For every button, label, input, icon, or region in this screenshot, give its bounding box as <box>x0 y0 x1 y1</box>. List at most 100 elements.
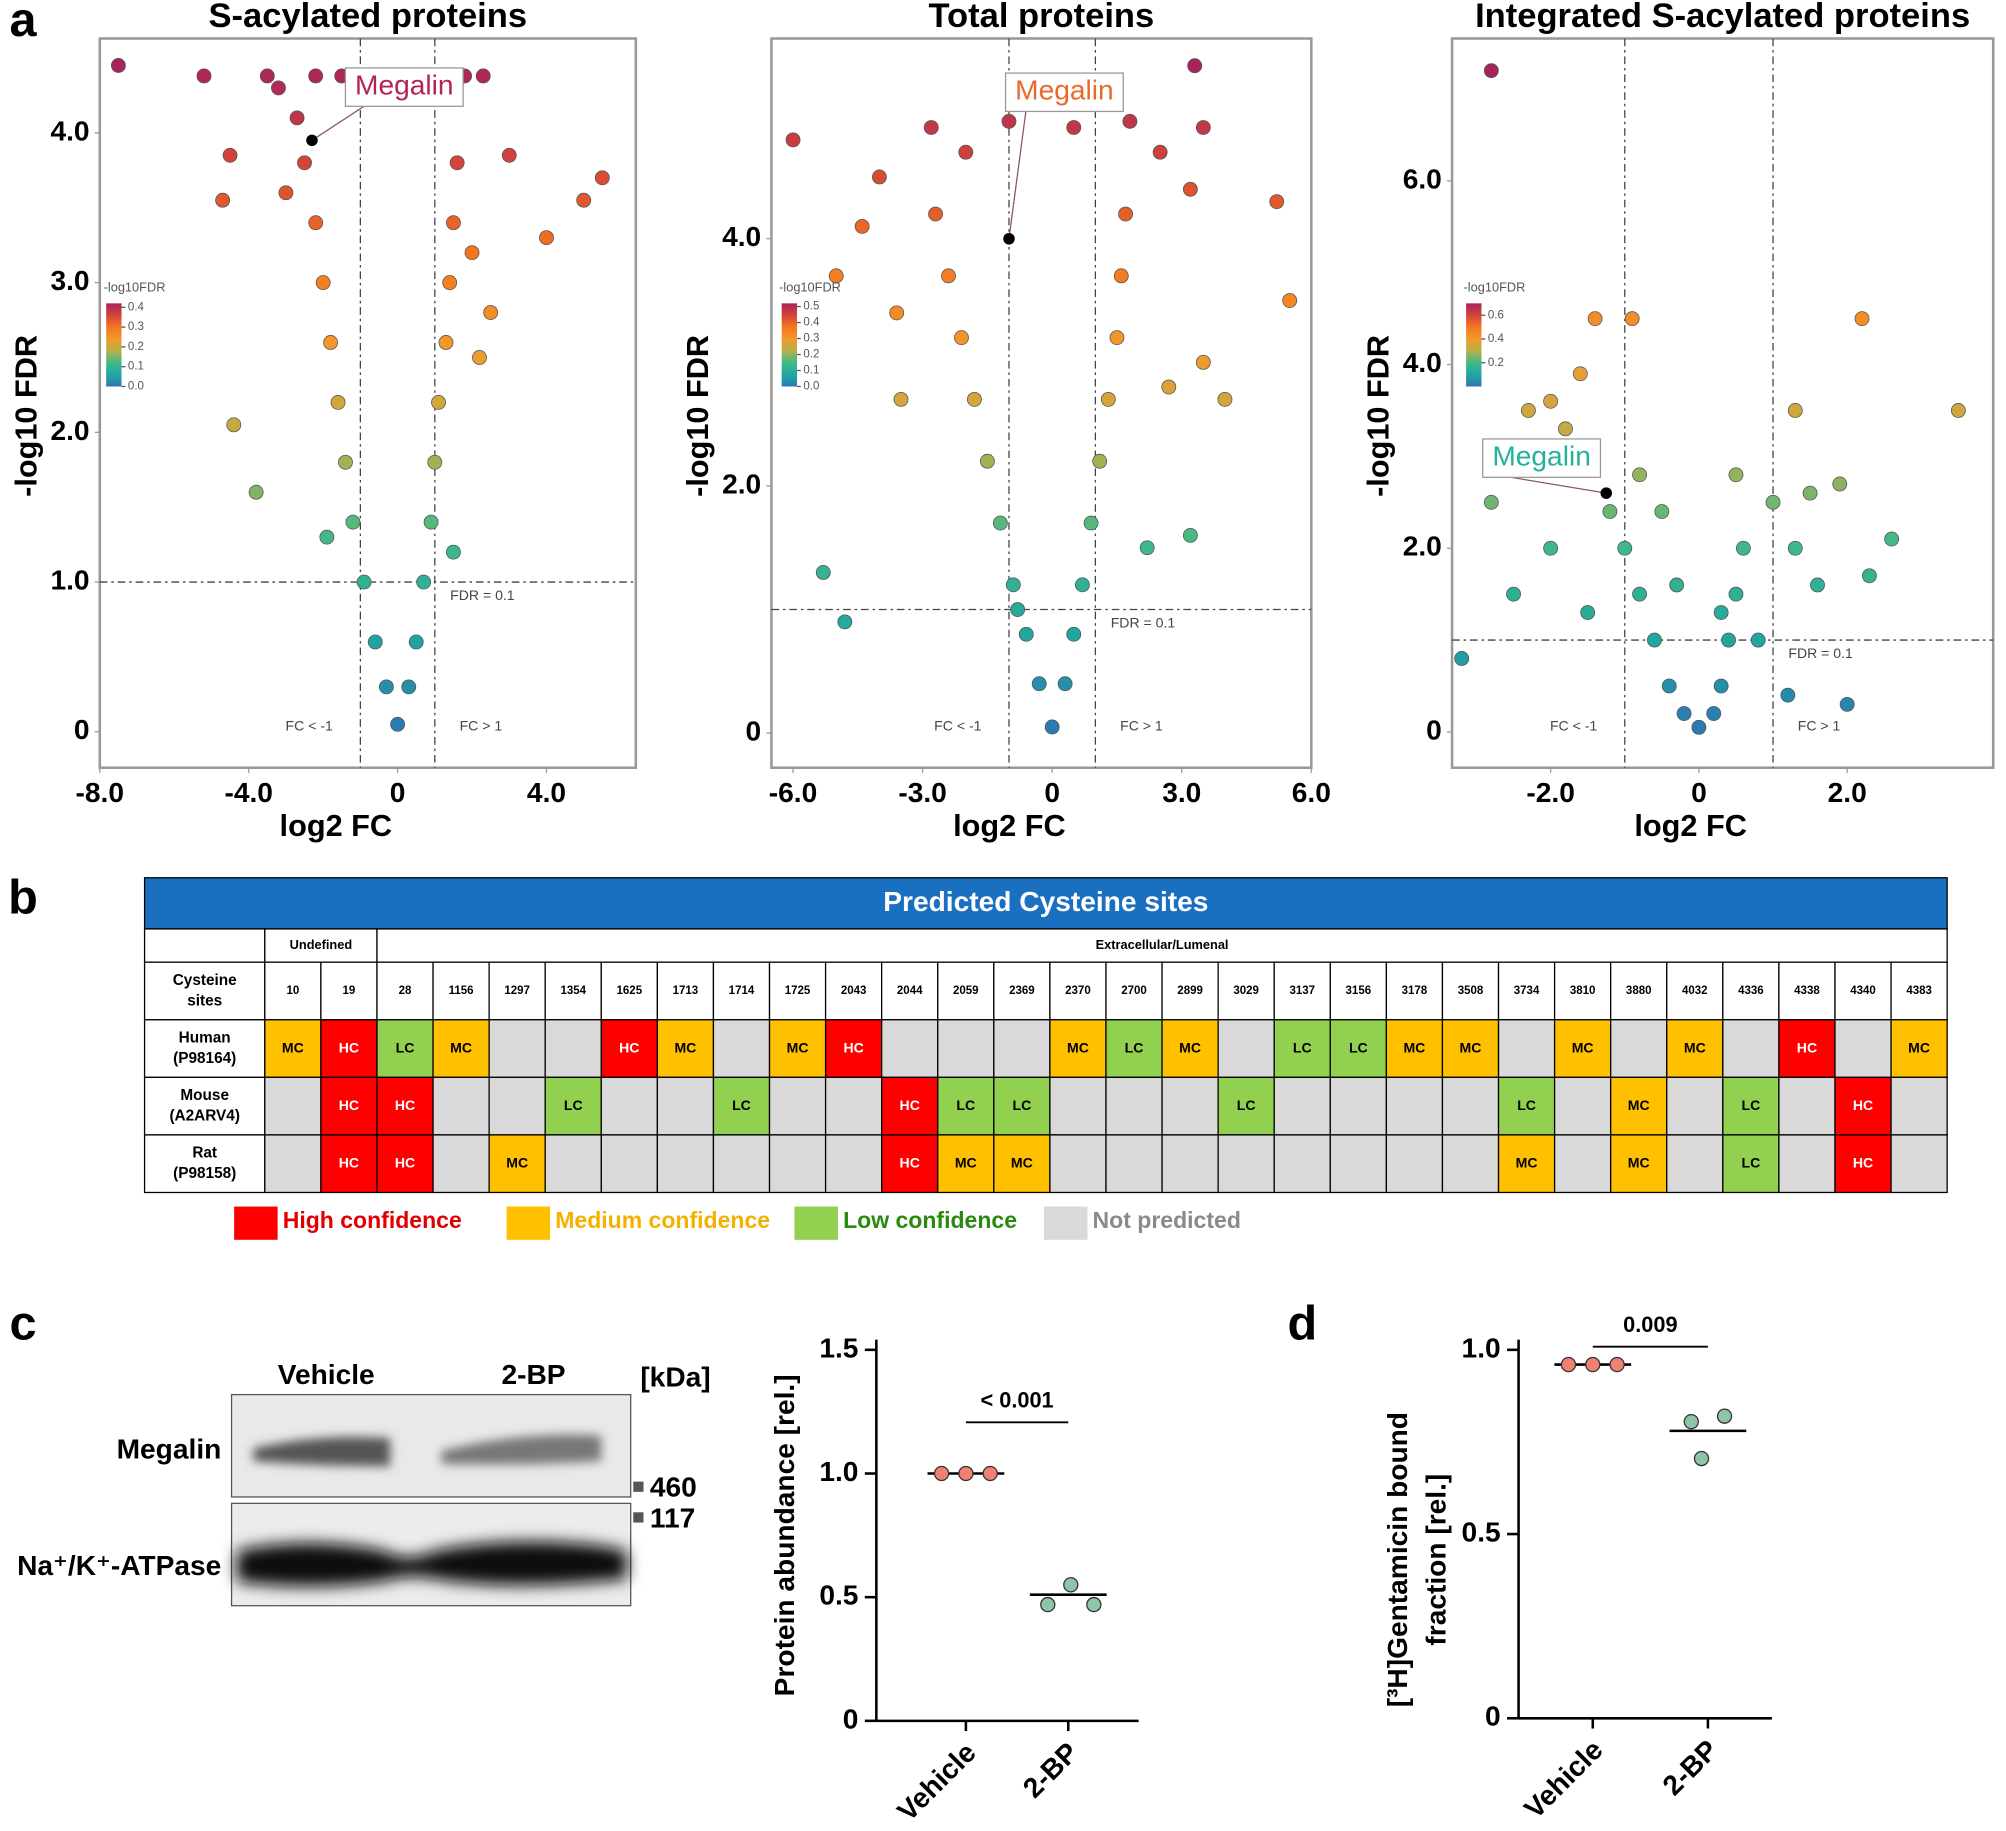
y-tick-label: 4.0 <box>1403 347 1442 378</box>
data-point <box>401 679 417 695</box>
row-header: sites <box>187 992 222 1009</box>
legend-swatch <box>1043 1206 1088 1240</box>
data-point <box>1839 696 1855 712</box>
panel-label: d <box>1288 1297 1318 1351</box>
data-point <box>1780 687 1796 703</box>
data-point <box>1632 467 1648 483</box>
data-point <box>854 218 870 234</box>
call-label: HC <box>619 1039 639 1055</box>
call-cell <box>1105 1019 1163 1078</box>
data-point <box>1580 605 1596 620</box>
colorbar-tick-label: 0.0 <box>803 381 819 393</box>
species-name: Rat <box>192 1145 217 1162</box>
data-point <box>259 68 275 84</box>
band <box>441 1434 602 1465</box>
leader-line <box>1503 475 1607 494</box>
data-point <box>1810 577 1825 593</box>
site-label: 28 <box>399 985 412 997</box>
data-point <box>1661 678 1677 694</box>
site-cell <box>656 961 715 1021</box>
colorbar-tick-label: 0.3 <box>128 321 144 333</box>
data-point <box>1624 311 1640 327</box>
y-tick-label: 0 <box>843 1703 859 1734</box>
x-tick-label: 2.0 <box>1828 777 1867 808</box>
call-cell <box>1273 1019 1331 1078</box>
site-cell <box>264 961 322 1021</box>
data-point <box>815 565 831 580</box>
call-cell <box>376 1134 434 1194</box>
call-cell <box>993 1134 1051 1194</box>
site-label: 4032 <box>1682 985 1708 997</box>
site-label: 1625 <box>617 985 643 997</box>
data-point <box>215 192 231 208</box>
call-cell <box>1441 1076 1500 1136</box>
site-cell <box>1778 961 1836 1021</box>
data-point <box>1721 632 1736 648</box>
data-point <box>1001 113 1017 129</box>
site-label: 3734 <box>1514 985 1540 997</box>
call-cell <box>432 1019 490 1078</box>
call-cell <box>1049 1076 1107 1136</box>
data-point <box>1691 719 1707 735</box>
x-tick-label: -6.0 <box>769 777 817 808</box>
data-point <box>308 68 324 84</box>
data-point <box>828 268 844 284</box>
data-point <box>323 335 339 350</box>
plot-frame <box>98 37 638 770</box>
species-id: (P98158) <box>173 1165 236 1182</box>
site-label: 2059 <box>953 985 979 997</box>
data-point <box>408 634 424 650</box>
plot-frame <box>1450 37 1995 770</box>
fc-label: FC > 1 <box>1120 718 1163 734</box>
data-point <box>1543 393 1559 409</box>
call-cell <box>1834 1134 1892 1194</box>
legend-swatch <box>506 1206 551 1240</box>
call-cell <box>1610 1076 1668 1136</box>
x-axis-label: log2 FC <box>280 808 393 843</box>
site-cell <box>1049 961 1107 1021</box>
call-label: HC <box>339 1039 359 1055</box>
call-cell <box>712 1076 771 1136</box>
call-cell <box>1217 1134 1275 1194</box>
data-point <box>427 454 443 470</box>
y-axis-label: [³H]Gentamicin bound <box>1382 1412 1413 1707</box>
fc-label: FC > 1 <box>460 718 503 734</box>
call-label: LC <box>1293 1039 1312 1055</box>
data-point <box>1861 568 1877 584</box>
call-cell <box>1329 1134 1388 1194</box>
highlight-point <box>306 134 318 147</box>
y-tick-label: 4.0 <box>50 115 89 146</box>
plot-title: S-acylated proteins <box>209 0 528 35</box>
panel-label: a <box>10 0 38 47</box>
data-point <box>345 514 361 530</box>
data-point <box>1040 1596 1056 1613</box>
fdr-label: FDR = 0.1 <box>450 587 515 603</box>
site-label: 1354 <box>560 985 586 997</box>
call-label: LC <box>1237 1097 1256 1113</box>
plot-title: Integrated S-acylated proteins <box>1475 0 1970 35</box>
data-point <box>889 305 905 321</box>
legend-label: Low confidence <box>843 1207 1017 1233</box>
site-cell <box>544 961 602 1021</box>
data-point <box>1558 421 1573 437</box>
group-label: Undefined <box>290 937 352 952</box>
call-label: HC <box>395 1154 415 1170</box>
call-cell <box>768 1076 827 1136</box>
data-point <box>1787 403 1803 418</box>
data-point <box>464 245 480 261</box>
data-point <box>472 350 487 365</box>
data-point <box>367 634 383 650</box>
colorbar-tick-label: 0.4 <box>128 301 145 313</box>
call-label: MC <box>787 1039 809 1055</box>
fdr-label: FDR = 0.1 <box>1788 645 1853 661</box>
call-cell <box>1666 1076 1724 1136</box>
site-cell <box>824 961 883 1021</box>
species-id: (A2ARV4) <box>169 1107 239 1124</box>
call-cell <box>600 1134 659 1194</box>
site-cell <box>1890 961 1948 1021</box>
data-point <box>483 305 499 320</box>
site-label: 2369 <box>1009 985 1035 997</box>
call-cell <box>1722 1134 1780 1194</box>
marker-label: 117 <box>650 1502 695 1533</box>
data-point <box>1520 403 1536 418</box>
